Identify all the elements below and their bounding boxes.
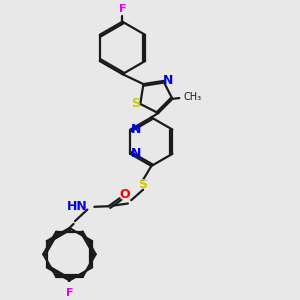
Text: N: N: [163, 74, 173, 87]
Text: S: S: [139, 178, 148, 191]
Text: O: O: [119, 188, 130, 201]
Text: N: N: [131, 123, 141, 136]
Text: S: S: [131, 98, 140, 110]
Text: F: F: [66, 288, 73, 298]
Text: HN: HN: [67, 200, 87, 213]
Text: N: N: [131, 147, 141, 160]
Text: CH₃: CH₃: [184, 92, 202, 103]
Text: F: F: [119, 4, 126, 14]
